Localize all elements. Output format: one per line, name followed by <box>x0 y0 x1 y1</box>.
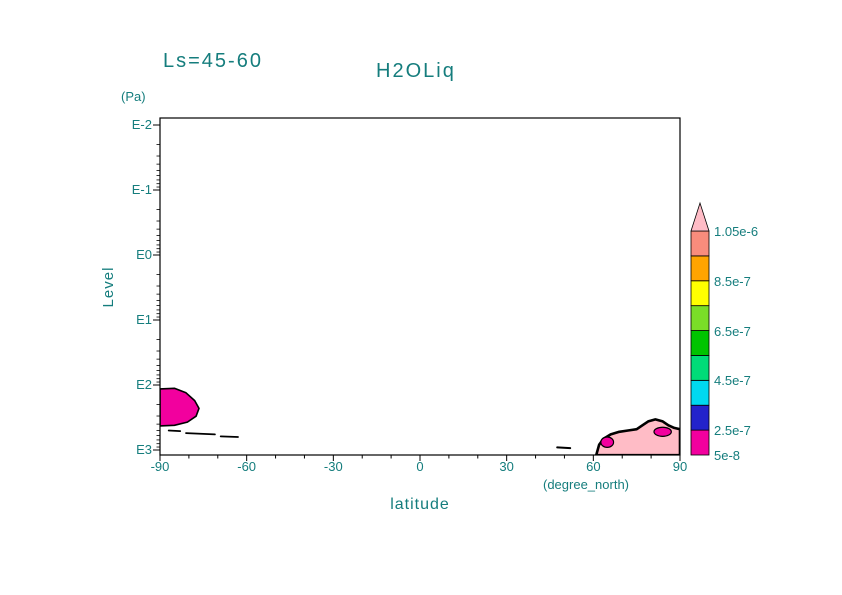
feature-north-outlier-dash <box>556 446 572 450</box>
season-label: Ls=45-60 <box>163 50 263 72</box>
x-tick-label: 60 <box>586 459 601 474</box>
colorbar-label: 5e-8 <box>714 448 741 463</box>
colorbar-over-triangle <box>690 201 710 232</box>
y-tick-label: E1 <box>136 312 152 327</box>
colorbar-band <box>690 404 710 431</box>
feature-south-dash-2 <box>185 432 216 436</box>
feature-south-polar-cloud <box>160 387 200 427</box>
feature-south-dash-3 <box>219 435 239 438</box>
x-tick-label: 90 <box>672 459 688 474</box>
feature-south-dash-1 <box>167 429 182 432</box>
colorbar-band <box>690 379 710 406</box>
y-tick-label: E-2 <box>131 117 152 132</box>
colorbar-band <box>690 280 710 307</box>
contour-features <box>160 387 680 455</box>
x-tick-label: 0 <box>416 459 424 474</box>
y-axis-unit: (Pa) <box>121 89 146 104</box>
colorbar-label: 1.05e-6 <box>714 224 759 239</box>
y-tick-label: E0 <box>136 247 152 262</box>
colorbar-band <box>690 355 710 381</box>
feature-north-magenta-patch-2 <box>653 426 672 437</box>
x-axis-label: latitude <box>390 496 450 513</box>
y-tick-label: E-1 <box>131 182 152 197</box>
colorbar-band <box>690 230 710 257</box>
colorbar-label: 4.5e-7 <box>714 373 751 389</box>
x-tick-label: -30 <box>323 459 343 474</box>
colorbar-band <box>690 305 710 331</box>
colorbar-band <box>690 255 710 282</box>
colorbar-band <box>690 330 710 356</box>
colorbar-label: 8.5e-7 <box>714 273 751 289</box>
plot-frame <box>159 117 681 456</box>
x-tick-label: 30 <box>499 459 514 474</box>
colorbar-label: 6.5e-7 <box>714 323 751 339</box>
colorbar-band <box>690 429 710 456</box>
y-tick-label: E2 <box>136 377 152 392</box>
plot-title: H2OLiq <box>376 60 456 82</box>
x-axis-unit: (degree_north) <box>543 477 629 492</box>
y-tick-label: E3 <box>136 442 152 457</box>
feature-north-magenta-patch-1 <box>600 436 615 448</box>
x-tick-label: -90 <box>150 459 170 474</box>
colorbar-label: 2.5e-7 <box>714 423 751 439</box>
x-tick-label: -60 <box>237 459 257 474</box>
